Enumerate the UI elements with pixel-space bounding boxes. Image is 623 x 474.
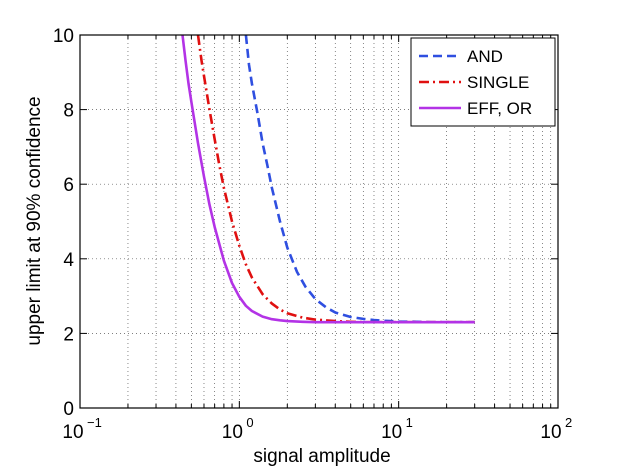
x-axis-label: signal amplitude (253, 446, 390, 467)
legend-entry: EFF, OR (467, 99, 532, 118)
y-tick-label: 2 (63, 324, 74, 345)
x-tick-exponent: 0 (246, 415, 253, 430)
x-tick-exponent: 2 (565, 415, 572, 430)
plot-frame (79, 34, 559, 409)
y-tick-label: 8 (63, 101, 74, 122)
x-tick-label: 10 (381, 422, 402, 443)
x-tick-label: 10 (540, 422, 561, 443)
x-tick-exponent: −1 (87, 415, 102, 430)
y-axis-label: upper limit at 90% confidence (24, 96, 45, 345)
y-tick-label: 6 (63, 175, 74, 196)
x-tick-label: 10 (222, 422, 243, 443)
series-line-eff-or (181, 34, 475, 324)
series-line-single (196, 34, 475, 324)
x-tick-exponent: 1 (406, 415, 413, 430)
legend: AND SINGLE EFF, OR (410, 37, 556, 127)
y-tick-label: 0 (63, 399, 74, 420)
axes-frame (79, 34, 559, 409)
legend-entry: AND (467, 47, 503, 66)
series-layer (181, 34, 475, 324)
y-tick-label: 4 (63, 250, 74, 271)
y-tick-label: 10 (53, 26, 74, 47)
legend-entry: SINGLE (467, 73, 529, 92)
x-tick-label: 10 (62, 422, 83, 443)
